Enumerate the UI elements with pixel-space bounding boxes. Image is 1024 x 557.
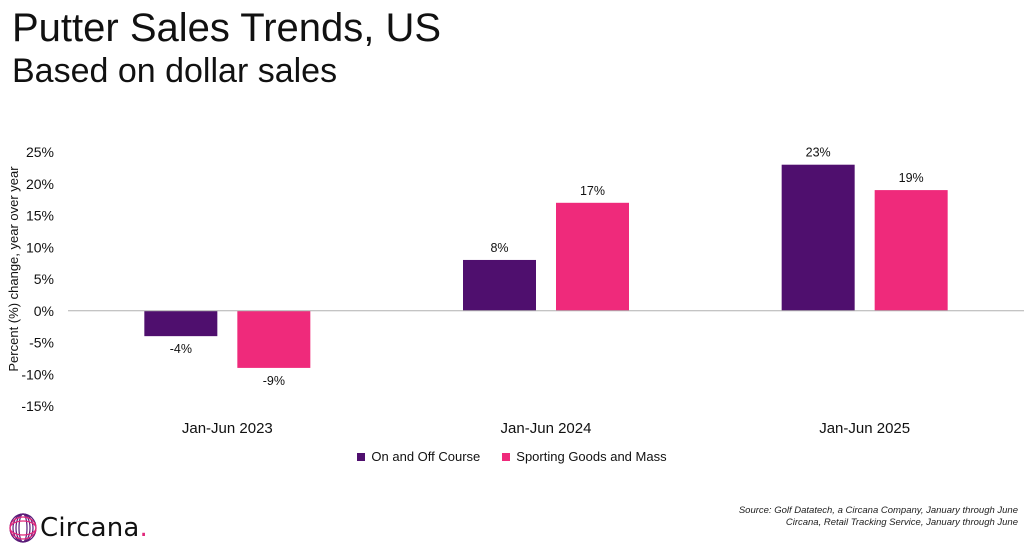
bar-series-1-cat-1 bbox=[144, 310, 218, 337]
bar-chart: 25% 20% 15% 10% 5% 0% -5% -10% -15% Percent (%) c… bbox=[6, 144, 1024, 437]
logo-wordmark: Circana bbox=[40, 513, 140, 543]
y-tick-label: 5% bbox=[34, 271, 54, 287]
data-label: -4% bbox=[170, 342, 192, 356]
y-tick-label: 15% bbox=[26, 208, 54, 224]
bar-series-2-cat-1 bbox=[237, 310, 311, 368]
data-label: 23% bbox=[806, 146, 831, 160]
data-label: 19% bbox=[899, 171, 924, 185]
y-tick-label: -5% bbox=[29, 335, 54, 351]
y-tick-label: 25% bbox=[26, 144, 54, 160]
source-note: Source: Golf Datatech, a Circana Company… bbox=[739, 505, 1018, 529]
source-line-2: Circana, Retail Tracking Service, Januar… bbox=[785, 517, 1018, 528]
chart-title: Putter Sales Trends, US bbox=[12, 6, 442, 50]
legend-swatch-series-1 bbox=[357, 452, 366, 461]
data-label: 8% bbox=[490, 241, 508, 255]
x-tick-label: Jan-Jun 2025 bbox=[819, 420, 910, 437]
y-tick-label: 20% bbox=[26, 176, 54, 192]
legend-item-sporting-goods: Sporting Goods and Mass bbox=[502, 449, 667, 464]
x-tick-label: Jan-Jun 2024 bbox=[501, 420, 592, 437]
circana-logo: Circana. bbox=[8, 512, 148, 544]
data-label: -9% bbox=[263, 374, 285, 388]
logo-dot: . bbox=[139, 513, 149, 543]
data-label: 17% bbox=[580, 184, 605, 198]
bar-series-1-cat-3 bbox=[781, 164, 855, 311]
y-tick-label: 0% bbox=[34, 303, 54, 319]
chart-subtitle: Based on dollar sales bbox=[12, 52, 338, 90]
y-axis-label: Percent (%) change, year over year bbox=[6, 166, 21, 372]
legend: On and Off Course Sporting Goods and Mas… bbox=[0, 449, 1024, 464]
circana-logo-text: Circana. bbox=[40, 513, 148, 543]
source-line-1: Source: Golf Datatech, a Circana Company… bbox=[738, 505, 1018, 516]
bar-series-2-cat-3 bbox=[874, 190, 948, 311]
y-tick-label: -10% bbox=[21, 366, 54, 382]
legend-label-series-1: On and Off Course bbox=[371, 449, 481, 464]
y-tick-label: 10% bbox=[26, 239, 54, 255]
bar-series-1-cat-2 bbox=[463, 259, 536, 311]
y-tick-label: -15% bbox=[21, 398, 54, 414]
legend-label-series-2: Sporting Goods and Mass bbox=[516, 449, 667, 464]
circana-logo-icon bbox=[9, 513, 37, 543]
bar-series-2-cat-2 bbox=[556, 202, 629, 311]
legend-swatch-series-2 bbox=[502, 452, 511, 461]
x-tick-label: Jan-Jun 2023 bbox=[182, 420, 273, 437]
legend-item-on-off-course: On and Off Course bbox=[357, 449, 480, 464]
